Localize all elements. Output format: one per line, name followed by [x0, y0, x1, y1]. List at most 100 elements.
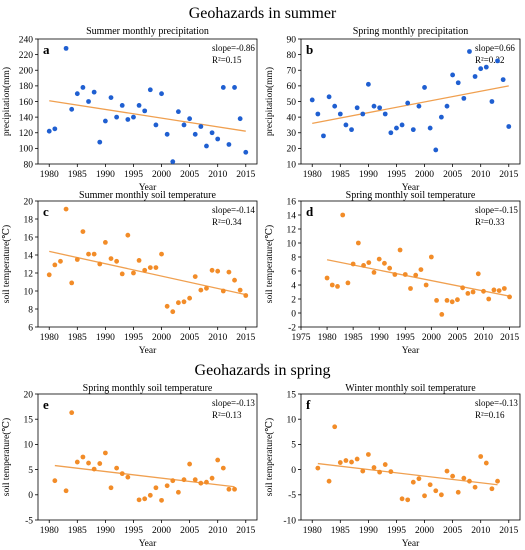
- data-point: [164, 483, 170, 489]
- data-point: [501, 286, 507, 291]
- data-point: [472, 74, 478, 79]
- x-tick-label: 2015: [236, 526, 255, 536]
- y-tick-label: 40: [287, 113, 297, 123]
- x-tick-label: 1995: [396, 333, 415, 343]
- x-tick-label: 1995: [124, 170, 143, 180]
- stats-label: R²=0.34: [212, 217, 242, 227]
- data-point: [433, 147, 439, 153]
- y-tick-label: 160: [19, 98, 34, 108]
- data-point: [204, 285, 209, 291]
- x-tick-label: 2000: [152, 170, 171, 180]
- data-point: [449, 299, 455, 305]
- data-point: [136, 103, 142, 108]
- data-point: [365, 452, 371, 457]
- y-tick-label: 15: [287, 390, 297, 400]
- data-point: [315, 465, 321, 471]
- data-point: [427, 125, 433, 131]
- x-tick-label: 1990: [359, 170, 378, 180]
- y-tick-label: 90: [287, 35, 297, 45]
- data-point: [481, 288, 486, 294]
- section-title-spring: Geohazards in spring: [194, 362, 331, 379]
- data-point: [91, 251, 97, 257]
- data-point: [220, 85, 226, 90]
- y-tick-label: 18: [24, 215, 34, 225]
- data-point: [86, 251, 91, 257]
- data-point: [439, 312, 445, 317]
- data-point: [198, 480, 204, 486]
- y-axis-label: soil temperature(℃): [264, 418, 275, 496]
- plot-frame: [37, 393, 258, 521]
- data-point: [315, 111, 321, 117]
- x-tick-label: 2000: [415, 526, 434, 536]
- data-point: [175, 300, 181, 306]
- data-point: [69, 280, 75, 286]
- y-tick-label: 12: [287, 225, 297, 235]
- data-point: [119, 103, 125, 108]
- data-point: [423, 282, 429, 288]
- data-point: [399, 496, 405, 502]
- data-point: [365, 81, 371, 87]
- data-point: [170, 309, 176, 315]
- x-tick-label: 1980: [40, 526, 59, 536]
- trend-line: [326, 259, 510, 297]
- data-point: [461, 475, 467, 481]
- chart-title: Summer monthly precipitation: [86, 26, 209, 37]
- x-tick-label: 1990: [96, 170, 115, 180]
- data-point: [142, 267, 148, 273]
- y-tick-label: 16: [24, 233, 34, 243]
- y-tick-label: 15: [24, 416, 34, 426]
- data-point: [376, 256, 382, 262]
- stats-label: slope=-0.14: [212, 205, 255, 215]
- data-point: [335, 284, 340, 289]
- data-point: [377, 105, 383, 111]
- y-tick-label: 100: [19, 145, 34, 155]
- data-point: [74, 257, 80, 262]
- x-tick-label: 2015: [499, 526, 518, 536]
- plot-frame: [37, 200, 258, 328]
- y-tick-label: 0: [291, 309, 296, 319]
- data-point: [125, 474, 131, 480]
- data-point: [80, 229, 86, 234]
- x-tick-label: 2000: [152, 333, 171, 343]
- y-tick-label: 20: [24, 390, 34, 400]
- y-tick-label: 180: [19, 82, 34, 92]
- data-point: [408, 286, 413, 291]
- data-point: [175, 109, 181, 115]
- data-point: [337, 111, 343, 117]
- x-tick-label: 2005: [180, 333, 199, 343]
- data-point: [438, 114, 444, 120]
- stats-label: slope=-0.13: [475, 398, 518, 408]
- data-point: [142, 108, 148, 114]
- data-point: [58, 258, 63, 264]
- stats-label: slope=-0.13: [212, 398, 255, 408]
- x-tick-label: 2005: [443, 170, 462, 180]
- data-point: [455, 489, 461, 495]
- data-point: [131, 270, 136, 276]
- data-point: [153, 265, 159, 270]
- data-point: [405, 497, 411, 503]
- data-point: [455, 297, 460, 303]
- data-point: [450, 72, 456, 78]
- stats-label: R²=0.16: [475, 410, 505, 420]
- data-point: [164, 303, 170, 309]
- data-point: [500, 77, 506, 83]
- data-point: [97, 139, 103, 145]
- data-point: [181, 299, 187, 305]
- x-tick-label: 1990: [359, 526, 378, 536]
- data-point: [102, 240, 108, 245]
- data-point: [340, 212, 346, 218]
- stats-label: slope=-0.15: [475, 205, 518, 215]
- data-point: [52, 262, 58, 268]
- data-point: [226, 142, 232, 147]
- stats-label: R²=0.33: [475, 217, 505, 227]
- data-point: [382, 260, 387, 266]
- data-point: [371, 270, 377, 275]
- data-point: [215, 457, 221, 463]
- data-point: [410, 127, 416, 133]
- chart-title: Summer monthly soil temperature: [79, 190, 216, 201]
- data-point: [187, 461, 193, 467]
- data-point: [175, 489, 181, 495]
- panel-letter: c: [43, 204, 49, 219]
- y-tick-label: 80: [24, 160, 34, 170]
- data-point: [119, 471, 125, 477]
